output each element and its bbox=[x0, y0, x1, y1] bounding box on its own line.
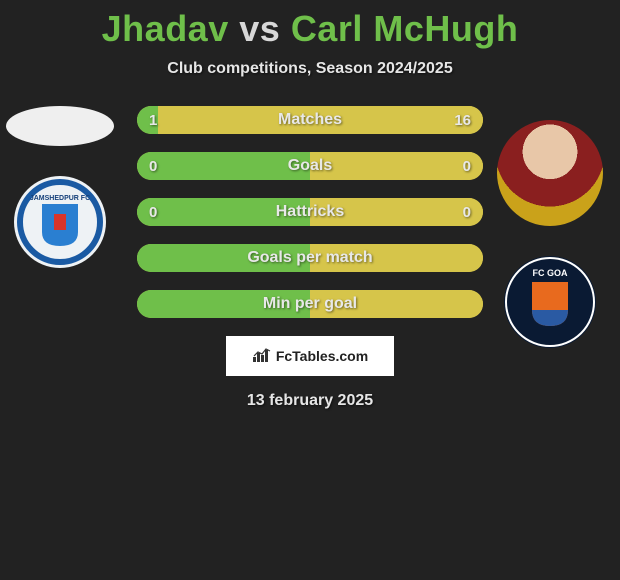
stat-label: Goals bbox=[137, 152, 483, 180]
bar-chart-icon bbox=[252, 347, 272, 366]
player2-name: Carl McHugh bbox=[291, 8, 519, 49]
stat-row: Hattricks0 0 bbox=[137, 198, 483, 226]
stat-label: Min per goal bbox=[137, 290, 483, 318]
player-left-column: JAMSHEDPUR FC bbox=[0, 106, 120, 270]
stat-value-left: 0 bbox=[149, 152, 157, 180]
player-right-column: FC GOA bbox=[490, 120, 610, 350]
comparison-title: Jhadav vs Carl McHugh bbox=[0, 0, 620, 50]
watermark: FcTables.com bbox=[226, 336, 394, 376]
stat-row: Goals0 0 bbox=[137, 152, 483, 180]
player1-club-badge: JAMSHEDPUR FC bbox=[12, 174, 108, 270]
player2-avatar bbox=[497, 120, 603, 226]
watermark-text: FcTables.com bbox=[276, 348, 368, 364]
stat-value-left: 1 bbox=[149, 106, 157, 134]
player1-name: Jhadav bbox=[102, 8, 229, 49]
svg-text:FC GOA: FC GOA bbox=[533, 268, 568, 278]
stat-row: Goals per match bbox=[137, 244, 483, 272]
date-label: 13 february 2025 bbox=[0, 392, 620, 410]
stat-label: Goals per match bbox=[137, 244, 483, 272]
fcgoa-badge-icon: FC GOA bbox=[502, 254, 598, 350]
stat-value-right: 0 bbox=[463, 198, 471, 226]
player1-avatar bbox=[6, 106, 114, 146]
jamshedpur-badge-icon: JAMSHEDPUR FC bbox=[12, 174, 108, 270]
stat-row: Min per goal bbox=[137, 290, 483, 318]
svg-text:JAMSHEDPUR FC: JAMSHEDPUR FC bbox=[30, 195, 90, 202]
vs-label: vs bbox=[239, 8, 280, 49]
stat-label: Matches bbox=[137, 106, 483, 134]
stat-bars: Matches116Goals00Hattricks00Goals per ma… bbox=[137, 106, 483, 318]
stat-value-right: 16 bbox=[454, 106, 471, 134]
stat-label: Hattricks bbox=[137, 198, 483, 226]
stat-value-left: 0 bbox=[149, 198, 157, 226]
content-area: JAMSHEDPUR FC FC GOA Matches116Goals00Ha… bbox=[0, 106, 620, 410]
stat-value-right: 0 bbox=[463, 152, 471, 180]
player2-club-badge: FC GOA bbox=[502, 254, 598, 350]
stat-row: Matches1 16 bbox=[137, 106, 483, 134]
subtitle: Club competitions, Season 2024/2025 bbox=[0, 60, 620, 78]
